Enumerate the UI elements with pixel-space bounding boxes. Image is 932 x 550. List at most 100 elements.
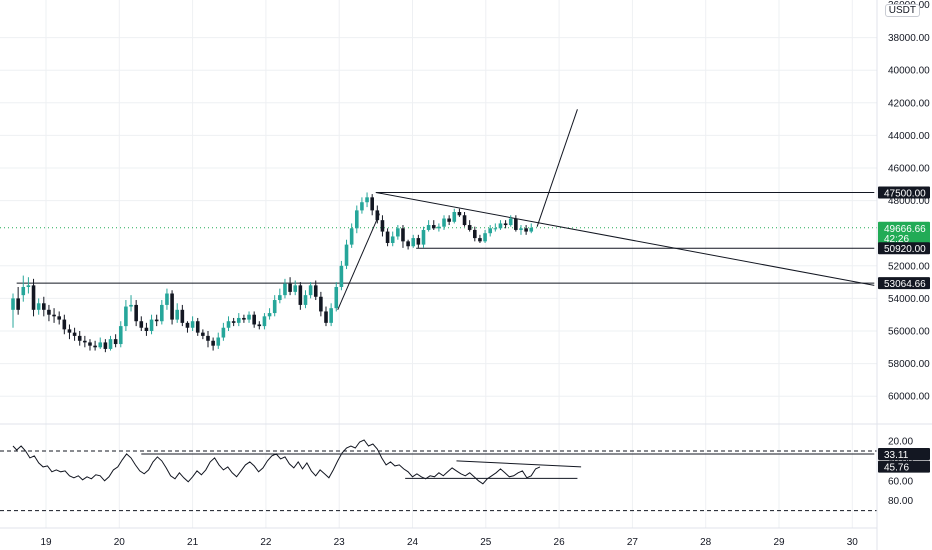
candle-body bbox=[165, 293, 169, 305]
candle-body bbox=[467, 225, 472, 230]
candle-body bbox=[149, 319, 154, 331]
candle-body bbox=[406, 241, 410, 247]
candle-body bbox=[431, 225, 436, 229]
price-tick-label: 44000.00 bbox=[888, 131, 930, 142]
time-tick-label: 25 bbox=[480, 537, 492, 548]
candle-body bbox=[498, 223, 503, 229]
osc-label-text: 45.76 bbox=[884, 463, 909, 474]
candle-body bbox=[42, 303, 46, 310]
candle-body bbox=[160, 304, 164, 322]
osc-label-box bbox=[878, 448, 930, 461]
candle-body bbox=[308, 285, 313, 296]
candle-body bbox=[129, 304, 133, 307]
candle-body bbox=[83, 340, 87, 343]
candle-body bbox=[67, 329, 72, 333]
candle-body bbox=[288, 283, 292, 292]
oscillator-pane bbox=[0, 439, 877, 512]
candle-body bbox=[457, 212, 462, 216]
candle-body bbox=[339, 265, 344, 287]
time-tick-label: 19 bbox=[40, 537, 52, 548]
candle-body bbox=[416, 238, 421, 245]
impulse-leg-line bbox=[337, 213, 380, 311]
candle-body bbox=[354, 210, 359, 229]
osc-trendline bbox=[456, 460, 582, 468]
candle-body bbox=[401, 228, 405, 242]
candle-body bbox=[452, 212, 457, 222]
descending-trendline bbox=[375, 191, 875, 286]
time-tick-label: 21 bbox=[187, 537, 199, 548]
candle-body bbox=[442, 218, 446, 227]
price-tick-label: 54000.00 bbox=[888, 294, 930, 305]
candle-body bbox=[267, 313, 272, 317]
candle-body bbox=[421, 229, 426, 245]
candle-body bbox=[349, 228, 354, 245]
price-label-box bbox=[878, 186, 930, 199]
candle-body bbox=[201, 332, 205, 336]
candle-body bbox=[57, 316, 61, 320]
candle-body bbox=[226, 321, 231, 328]
candle-body bbox=[478, 238, 482, 242]
candle-body bbox=[272, 300, 277, 314]
candle-body bbox=[113, 339, 118, 345]
candle-body bbox=[283, 283, 287, 296]
candle-body bbox=[303, 295, 308, 305]
candle-body bbox=[118, 326, 123, 345]
candle-body bbox=[62, 319, 67, 330]
candle-body bbox=[411, 238, 416, 247]
candle-body bbox=[93, 345, 97, 348]
candle-body bbox=[278, 295, 282, 301]
candle-body bbox=[216, 337, 221, 346]
countdown-label: 42:26 bbox=[884, 234, 909, 245]
candles-layer bbox=[11, 192, 534, 353]
candle-body bbox=[134, 304, 138, 322]
candle-body bbox=[257, 324, 262, 327]
price-tick-label: 60000.00 bbox=[888, 392, 930, 403]
candle-body bbox=[190, 321, 195, 328]
price-label-text: 53064.66 bbox=[884, 279, 926, 290]
candle-body bbox=[139, 321, 144, 328]
candle-body bbox=[21, 286, 26, 296]
candle-body bbox=[385, 231, 390, 243]
candle-body bbox=[426, 225, 431, 230]
candle-body bbox=[390, 236, 395, 243]
candle-body bbox=[206, 335, 210, 341]
candle-body bbox=[380, 220, 385, 232]
price-tick-label: 48000.00 bbox=[888, 196, 930, 207]
candle-body bbox=[175, 309, 180, 320]
candle-body bbox=[26, 285, 31, 287]
time-tick-label: 27 bbox=[627, 537, 639, 548]
candle-body bbox=[344, 244, 349, 266]
candle-body bbox=[293, 285, 298, 292]
time-tick-label: 24 bbox=[407, 537, 419, 548]
time-tick-label: 26 bbox=[554, 537, 566, 548]
candle-body bbox=[313, 285, 318, 297]
projection-line bbox=[536, 109, 578, 227]
candle-body bbox=[483, 233, 487, 242]
candle-body bbox=[144, 327, 149, 331]
candle-body bbox=[52, 314, 56, 317]
candle-body bbox=[47, 309, 51, 315]
candle-body bbox=[488, 228, 492, 234]
candle-body bbox=[529, 227, 534, 232]
candle-body bbox=[72, 332, 77, 336]
candle-body bbox=[370, 197, 374, 211]
candle-body bbox=[365, 197, 369, 203]
price-tick-label: 58000.00 bbox=[888, 359, 930, 370]
candle-body bbox=[98, 342, 103, 348]
price-label-box bbox=[878, 221, 930, 244]
candle-body bbox=[108, 339, 113, 349]
candle-body bbox=[88, 342, 92, 346]
candle-body bbox=[493, 228, 498, 230]
candle-body bbox=[236, 317, 241, 323]
price-tick-label: 40000.00 bbox=[888, 66, 930, 77]
currency-badge[interactable]: USDT bbox=[884, 4, 920, 17]
candle-body bbox=[319, 296, 323, 312]
candle-body bbox=[16, 298, 20, 310]
candle-body bbox=[36, 303, 41, 310]
price-tick-label: 42000.00 bbox=[888, 98, 930, 109]
candle-body bbox=[221, 327, 226, 338]
grid bbox=[0, 0, 877, 528]
candle-body bbox=[231, 321, 236, 323]
